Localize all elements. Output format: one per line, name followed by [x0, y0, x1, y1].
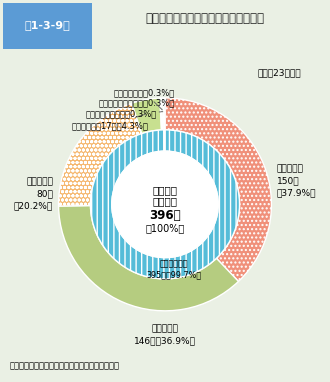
Text: 第４類危険物: 第４類危険物 — [159, 259, 188, 269]
Text: 第２石油類
150件
（37.9%）: 第２石油類 150件 （37.9%） — [277, 165, 316, 197]
Text: 第１石油類
80件
（20.2%）: 第１石油類 80件 （20.2%） — [14, 177, 53, 210]
Wedge shape — [90, 130, 240, 279]
Wedge shape — [164, 130, 165, 151]
Text: 発生総数: 発生総数 — [152, 196, 178, 206]
Text: （平成23年中）: （平成23年中） — [258, 68, 301, 77]
FancyBboxPatch shape — [3, 3, 92, 49]
Text: 第1-3-9図: 第1-3-9図 — [25, 20, 71, 30]
Text: 第３石油類
146件（36.9%）: 第３石油類 146件（36.9%） — [134, 325, 196, 345]
Wedge shape — [160, 98, 163, 130]
Wedge shape — [165, 98, 272, 282]
Wedge shape — [58, 103, 142, 206]
Wedge shape — [132, 98, 161, 134]
Text: （備考）　「危険物に係る事故報告」により作成: （備考） 「危険物に係る事故報告」により作成 — [10, 361, 120, 371]
Text: 流出事故: 流出事故 — [152, 186, 178, 196]
Wedge shape — [163, 98, 165, 130]
Text: 396件: 396件 — [149, 209, 181, 222]
Text: 第４石油類　17件（4.3%）: 第４石油類 17件（4.3%） — [71, 114, 148, 130]
Text: その他　１件（0.3%）: その他 １件（0.3%） — [114, 88, 175, 110]
Wedge shape — [58, 206, 239, 311]
Text: アルコール類　１件（0.3%）: アルコール類 １件（0.3%） — [99, 99, 175, 112]
Circle shape — [112, 151, 218, 257]
Text: 特殊引火物　１件（0.3%）: 特殊引火物 １件（0.3%） — [85, 109, 161, 118]
Text: 395件（99.7%）: 395件（99.7%） — [146, 270, 201, 279]
Text: 危険物施設から流出した危険物別件数: 危険物施設から流出した危険物別件数 — [145, 11, 264, 24]
Text: （100%）: （100%） — [146, 223, 184, 233]
Wedge shape — [162, 98, 164, 130]
